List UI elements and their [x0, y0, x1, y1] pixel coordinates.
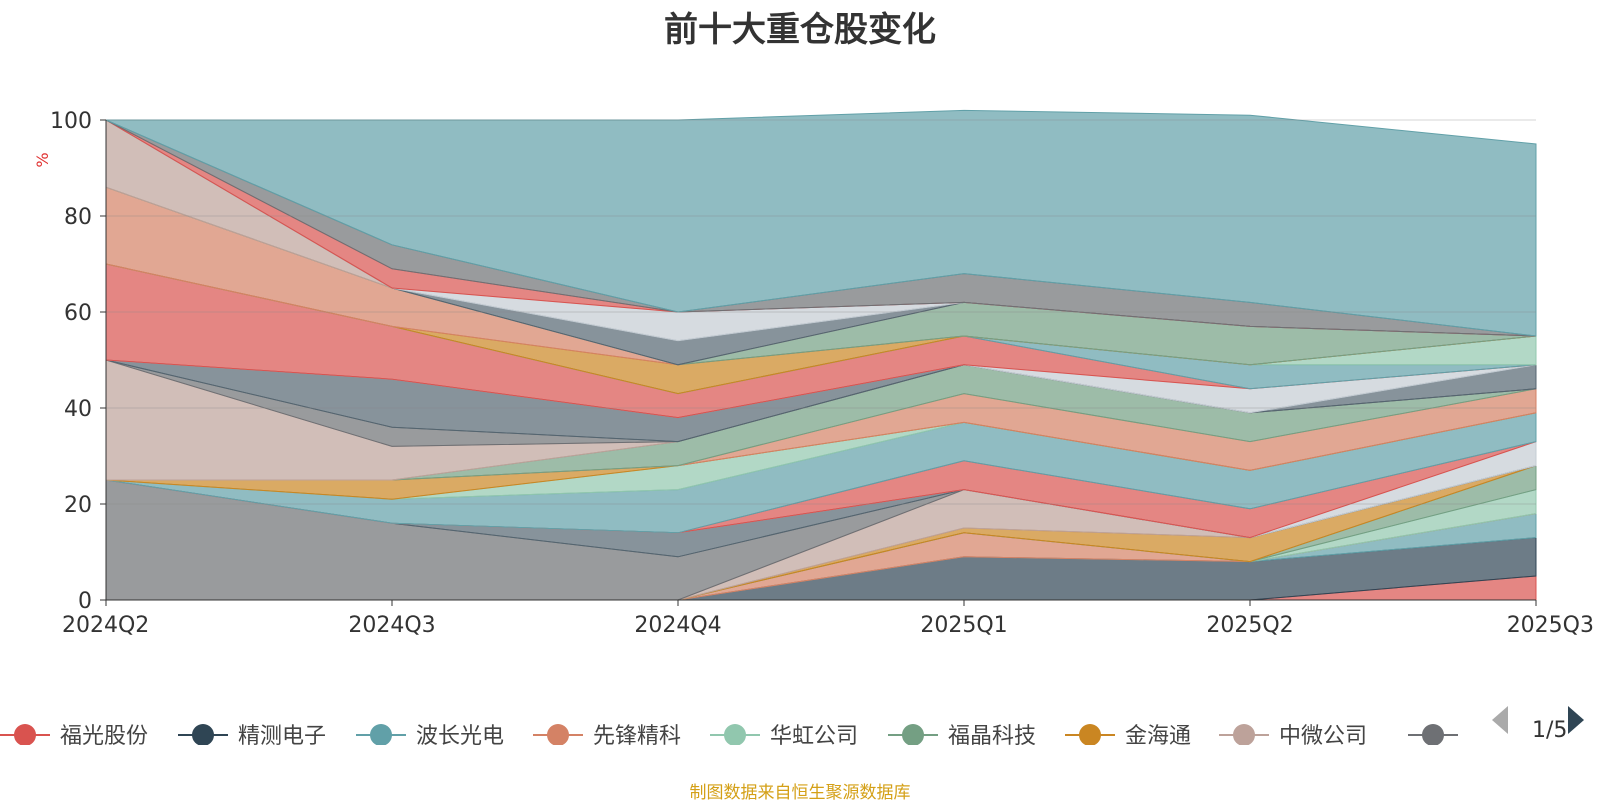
x-tick-label: 2025Q2 — [1206, 613, 1293, 638]
legend-item[interactable]: 华虹公司 — [710, 724, 858, 749]
legend-item[interactable]: 福晶科技 — [888, 724, 1036, 749]
axes: 0 20 40 60 80 100 2024Q2 2024Q3 2024Q4 2025Q1 2025… — [50, 109, 1594, 638]
legend-label: 先锋精科 — [593, 724, 681, 749]
grid-lines — [106, 119, 1536, 505]
legend-marker-icon — [370, 724, 392, 745]
chart-title: 前十大重仓股变化 — [664, 10, 936, 50]
y-tick-label: 20 — [64, 493, 92, 518]
legend-prev-icon[interactable] — [1492, 706, 1508, 734]
x-tick-label: 2024Q3 — [348, 613, 435, 638]
legend-item[interactable]: 中微公司 — [1219, 724, 1367, 749]
y-tick-label: 80 — [64, 205, 92, 230]
legend-item[interactable]: 金海通 — [1065, 724, 1191, 749]
y-tick-label: 0 — [78, 589, 92, 614]
legend: 福光股份 精测电子 波长光电 先锋精科 华虹公司 福晶科技 金海通 中微公司 北方华创 — [0, 724, 1556, 749]
legend-item[interactable]: 先锋精科 — [533, 724, 681, 749]
legend-marker-icon — [902, 724, 924, 745]
legend-marker-icon — [724, 724, 746, 745]
source-note: 制图数据来自恒生聚源数据库 — [689, 783, 911, 803]
legend-label: 福晶科技 — [948, 724, 1036, 749]
legend-label: 福光股份 — [60, 724, 148, 749]
legend-label: 中微公司 — [1279, 724, 1367, 749]
y-axis-unit: % — [33, 152, 52, 167]
x-tick-label: 2024Q2 — [62, 613, 149, 638]
legend-label: 华虹公司 — [770, 724, 858, 749]
y-tick-label: 60 — [64, 301, 92, 326]
legend-next-icon[interactable] — [1568, 706, 1584, 734]
legend-item[interactable]: 福光股份 — [0, 724, 148, 749]
x-tick-label: 2025Q1 — [920, 613, 1007, 638]
legend-label: 波长光电 — [416, 724, 504, 749]
legend-label: 精测电子 — [238, 724, 326, 749]
area-series-group — [105, 109, 1537, 601]
legend-item[interactable]: 北方华创 — [1408, 724, 1556, 749]
legend-item[interactable]: 精测电子 — [178, 724, 326, 749]
x-tick-label: 2024Q4 — [634, 613, 721, 638]
y-tick-label: 100 — [50, 109, 92, 134]
legend-pager: 1/5 — [1532, 718, 1568, 743]
legend-marker-icon — [1079, 724, 1101, 745]
x-tick-label: 2025Q3 — [1507, 613, 1594, 638]
legend-marker-icon — [1233, 724, 1255, 745]
legend-item[interactable]: 波长光电 — [356, 724, 504, 749]
legend-marker-icon — [14, 724, 36, 745]
legend-marker-icon — [547, 724, 569, 745]
legend-label: 金海通 — [1125, 724, 1191, 749]
area-series-32 — [105, 109, 1537, 337]
legend-marker-icon — [192, 724, 214, 745]
legend-marker-icon — [1422, 724, 1444, 745]
y-tick-label: 40 — [64, 397, 92, 422]
